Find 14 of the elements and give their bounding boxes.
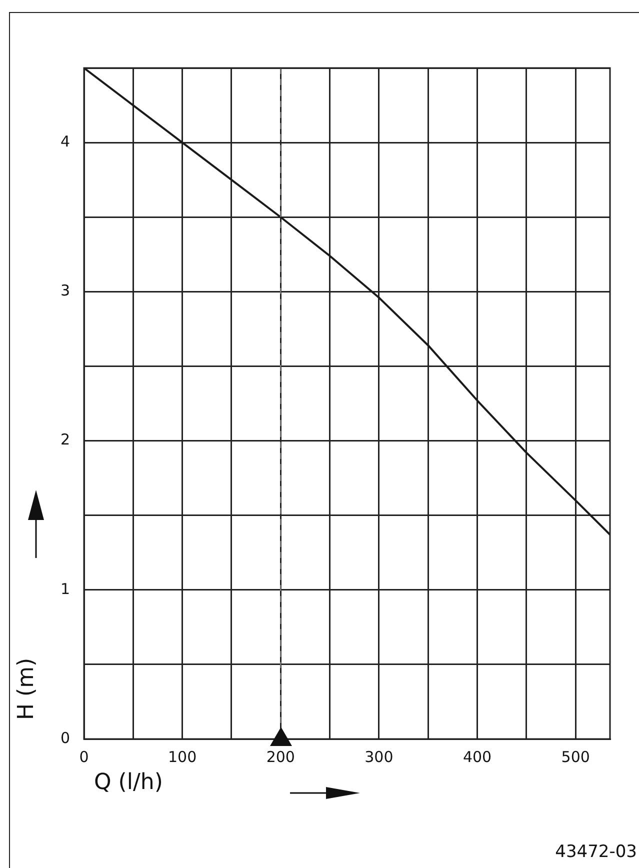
x-axis-title: Q (l/h) [94, 770, 163, 795]
text: 43472-03 [555, 842, 637, 862]
y-tick-label: 2 [60, 430, 70, 449]
y-axis-title: H (m) [14, 658, 39, 720]
x-tick-label: 300 [364, 748, 394, 766]
x-tick-label: 200 [266, 748, 295, 766]
y-tick-label: 3 [60, 282, 70, 300]
x-tick-label: 100 [168, 748, 197, 766]
y-tick-label: 1 [60, 580, 70, 598]
x-tick-label: 500 [561, 748, 590, 766]
y-tick-label: 0 [60, 728, 70, 747]
x-tick-label: 400 [462, 748, 492, 766]
x-tick-label: 0 [79, 748, 89, 766]
y-tick-label: 4 [60, 132, 70, 150]
